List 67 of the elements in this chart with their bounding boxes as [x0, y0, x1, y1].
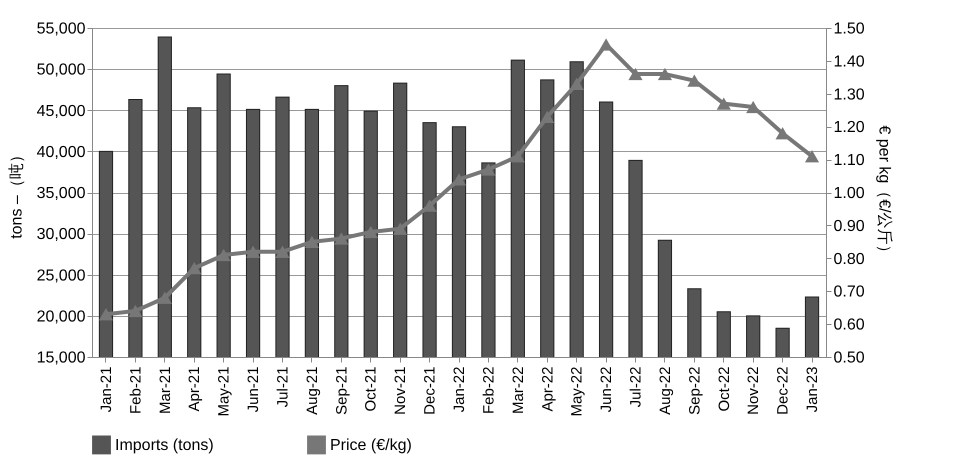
x-tick-label: Oct-22	[716, 366, 733, 412]
x-tick-label: May-21	[216, 366, 233, 417]
y2-tick-label: 1.00	[834, 185, 865, 202]
y-tick-label: 25,000	[36, 267, 86, 284]
point	[716, 98, 731, 110]
x-tick-label: Nov-22	[745, 366, 762, 415]
point	[158, 292, 172, 304]
x-tick-label: Oct-21	[362, 366, 380, 412]
y2-tick-label: 0.80	[834, 250, 865, 268]
y2-tick-label: 1.20	[834, 119, 865, 136]
x-tick-label: Dec-22	[774, 366, 792, 415]
point	[246, 246, 260, 258]
point	[540, 110, 554, 123]
point	[334, 232, 348, 245]
x-tick-label: Jul-21	[274, 366, 292, 408]
x-tick-label: Mar-21	[156, 366, 174, 414]
x-tick-label: Jan-23	[804, 366, 822, 412]
y2-axis-title: € per kg（€/公斤）	[876, 125, 894, 261]
y-tick-label: 40,000	[36, 144, 86, 161]
x-tick-label: Jun-22	[598, 366, 616, 412]
y2-tick-label: 1.10	[834, 152, 865, 170]
y-tick-label: 45,000	[36, 102, 86, 120]
point	[658, 68, 672, 80]
x-tick-label: Dec-21	[422, 366, 439, 415]
point	[304, 236, 319, 248]
point	[275, 246, 290, 258]
x-tick-label: Aug-21	[304, 366, 321, 415]
y2-tick-label: 0.90	[834, 218, 865, 235]
point	[364, 226, 378, 238]
y2-tick-label: 1.50	[834, 20, 865, 38]
x-tick-label: Feb-21	[127, 366, 144, 414]
x-tick-label: May-22	[568, 366, 586, 417]
y-axis-title: tons –（吨）	[8, 147, 26, 239]
y-tick-label: 20,000	[36, 308, 86, 326]
x-tick-label: Sep-22	[686, 366, 704, 415]
y2-tick-label: 0.60	[834, 316, 865, 334]
x-tick-label: Jan-22	[451, 366, 468, 412]
point	[128, 304, 142, 318]
point	[510, 150, 525, 162]
x-tick-label: Sep-21	[333, 366, 350, 415]
point	[98, 308, 114, 320]
y-tick-label: 55,000	[36, 20, 86, 38]
x-tick-label: Jan-21	[98, 366, 115, 412]
y2-tick-label: 1.40	[834, 53, 865, 70]
x-tick-label: Jun-21	[245, 366, 262, 412]
point	[570, 78, 584, 90]
x-tick-label: Jul-22	[628, 366, 645, 408]
x-tick-label: Apr-21	[186, 366, 204, 412]
x-tick-label: Nov-21	[392, 366, 410, 415]
x-tick-label: Apr-22	[539, 366, 556, 412]
y2-tick-label: 0.70	[834, 284, 865, 301]
point	[216, 248, 231, 262]
x-tick-label: Aug-22	[656, 366, 674, 415]
legend-label: Imports (tons)	[115, 436, 214, 454]
y-tick-label: 15,000	[36, 350, 86, 366]
y2-tick-label: 1.30	[834, 86, 865, 104]
y2-tick-label: 0.50	[834, 350, 865, 366]
point	[481, 163, 496, 176]
x-tick-label: Feb-22	[480, 366, 498, 414]
legend-label: Price (€/kg)	[330, 436, 412, 454]
y-tick-label: 35,000	[36, 185, 86, 202]
point	[393, 222, 408, 235]
point	[628, 68, 643, 80]
y-tick-label: 30,000	[36, 226, 86, 244]
y-tick-label: 50,000	[36, 62, 86, 79]
x-tick-label: Mar-22	[510, 366, 527, 414]
point	[804, 150, 820, 162]
